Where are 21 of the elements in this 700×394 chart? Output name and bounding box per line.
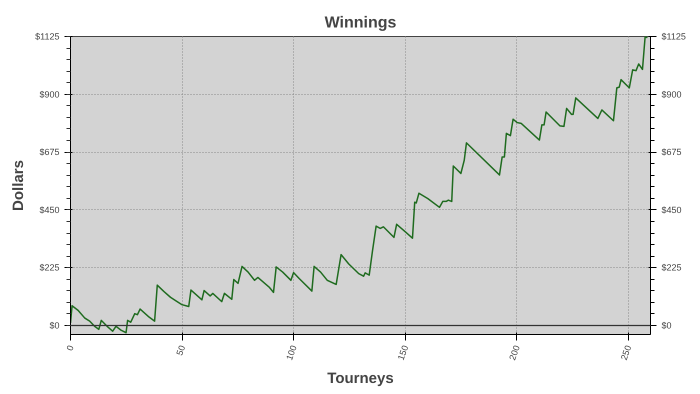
- y-tick-label: $900: [39, 89, 60, 100]
- y-tick-label: $1125: [35, 32, 60, 42]
- y-tick-label: $675: [39, 147, 60, 158]
- x-axis-title: Tourneys: [327, 370, 394, 388]
- y2-tick-label: $1125: [662, 32, 686, 42]
- x-tick-label: 100: [284, 344, 299, 362]
- y2-tick-label: $450: [662, 204, 682, 215]
- x-tick-label: 150: [396, 344, 410, 362]
- y2-tick-label: $900: [662, 89, 682, 100]
- y-axis-title: Dollars: [10, 160, 28, 211]
- y-tick-label: $450: [39, 204, 60, 215]
- y-tick-label: $225: [39, 262, 60, 273]
- y2-tick-label: $675: [662, 147, 682, 158]
- y2-tick-label: $0: [662, 320, 672, 331]
- y-tick-label: $0: [49, 320, 60, 331]
- y2-tick-label: $225: [662, 262, 682, 273]
- x-tick-label: 50: [174, 344, 188, 357]
- chart-title: Winnings: [324, 14, 397, 32]
- x-tick-label: 200: [507, 344, 522, 362]
- x-tick-label: 0: [64, 344, 76, 352]
- x-tick-label: 250: [618, 344, 634, 362]
